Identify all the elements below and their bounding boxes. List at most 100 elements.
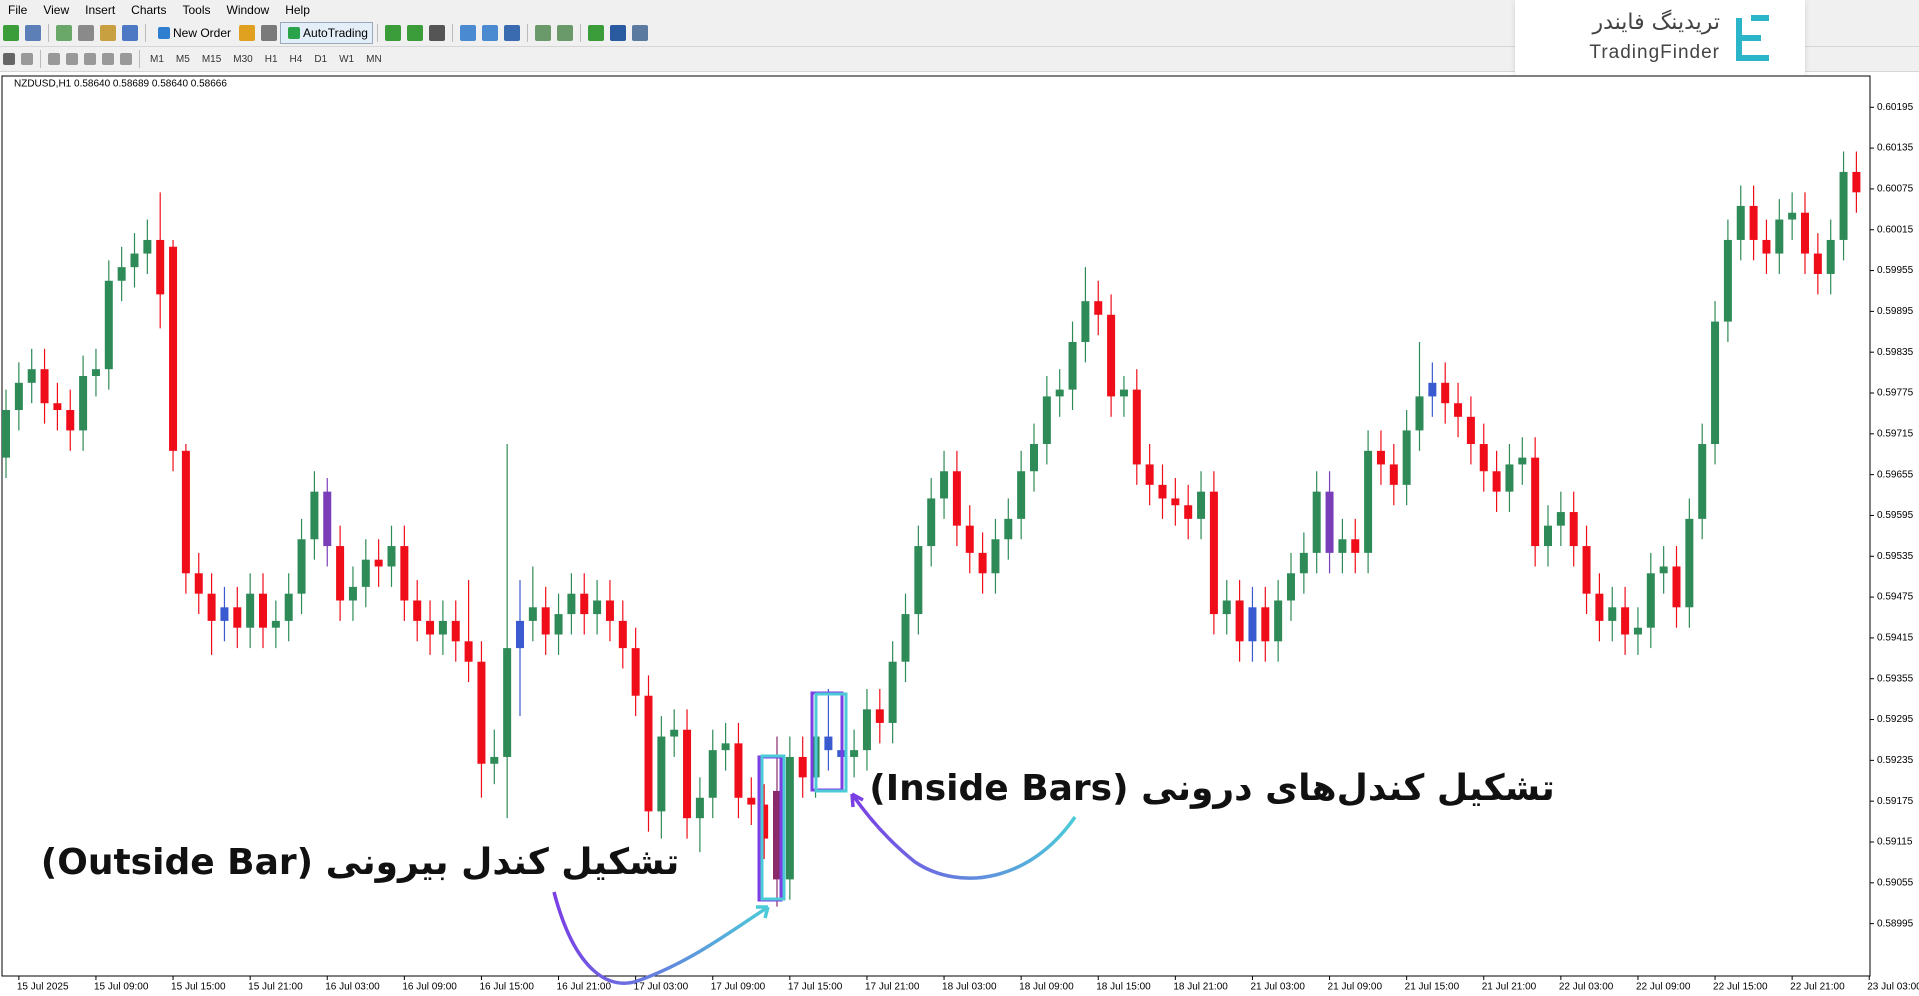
icon[interactable] bbox=[587, 24, 604, 41]
candle-body bbox=[1775, 219, 1784, 254]
icon[interactable] bbox=[534, 24, 551, 41]
candle-body bbox=[438, 620, 447, 635]
icon[interactable] bbox=[66, 53, 78, 65]
timeframe-button[interactable]: H1 bbox=[264, 53, 278, 65]
candle-body bbox=[233, 607, 242, 628]
menu-item[interactable]: Help bbox=[285, 2, 310, 17]
icon[interactable] bbox=[3, 53, 15, 65]
symbol-info: NZDUSD,H1 0.58640 0.58689 0.58640 0.5866… bbox=[14, 79, 227, 90]
menu-item[interactable]: Insert bbox=[85, 2, 116, 17]
candle-body bbox=[1248, 607, 1257, 642]
candle-body bbox=[965, 525, 974, 553]
icon[interactable] bbox=[503, 24, 520, 41]
candle-body bbox=[1441, 382, 1450, 404]
icon[interactable] bbox=[21, 53, 33, 65]
icon[interactable] bbox=[25, 24, 41, 41]
icon[interactable] bbox=[631, 24, 648, 41]
candle-body bbox=[310, 491, 319, 540]
icon[interactable] bbox=[78, 24, 94, 41]
timeframe-button[interactable]: MN bbox=[366, 53, 382, 65]
arrow-head bbox=[850, 792, 864, 808]
icon[interactable] bbox=[100, 24, 116, 41]
candle-body bbox=[1505, 464, 1514, 492]
icon[interactable] bbox=[481, 24, 498, 41]
icon[interactable] bbox=[239, 24, 256, 41]
icon[interactable] bbox=[48, 53, 60, 65]
candle-body bbox=[374, 559, 383, 567]
icon[interactable] bbox=[102, 53, 114, 65]
timeframe-button[interactable]: H4 bbox=[289, 53, 303, 65]
icon[interactable] bbox=[556, 24, 573, 41]
timeframe-button[interactable]: M1 bbox=[150, 53, 164, 65]
timeframe-button[interactable]: W1 bbox=[339, 53, 355, 65]
icon[interactable] bbox=[406, 24, 423, 41]
y-tick-label: 0.60135 bbox=[1877, 143, 1914, 154]
menu-item[interactable]: File bbox=[8, 2, 28, 17]
candle-body bbox=[773, 790, 781, 880]
y-tick-label: 0.59115 bbox=[1877, 837, 1913, 848]
candle-body bbox=[516, 620, 524, 649]
timeframe-button[interactable]: M30 bbox=[233, 53, 253, 65]
icon[interactable] bbox=[428, 24, 445, 41]
candle-body bbox=[259, 593, 267, 628]
separator bbox=[451, 23, 453, 42]
menu-item[interactable]: Charts bbox=[131, 2, 167, 17]
candle-body bbox=[14, 382, 23, 411]
candle-body bbox=[1454, 403, 1463, 417]
candle-body bbox=[1338, 539, 1347, 553]
candle-body bbox=[1788, 212, 1797, 220]
candle-body bbox=[1274, 600, 1283, 642]
candle-body bbox=[1801, 212, 1809, 254]
candle-body bbox=[1235, 600, 1244, 642]
x-tick-label: 22 Jul 15:00 bbox=[1713, 982, 1768, 993]
candle-body bbox=[220, 607, 229, 621]
icon[interactable] bbox=[122, 24, 138, 41]
icon[interactable] bbox=[84, 53, 96, 65]
menu-item[interactable]: View bbox=[43, 2, 70, 17]
icon[interactable] bbox=[609, 24, 626, 41]
candle-body bbox=[1569, 512, 1578, 547]
menu-item[interactable]: Window bbox=[226, 2, 270, 17]
y-tick-label: 0.59595 bbox=[1877, 510, 1914, 521]
y-tick-label: 0.59295 bbox=[1877, 714, 1914, 725]
icon[interactable] bbox=[120, 53, 132, 65]
x-tick-label: 21 Jul 03:00 bbox=[1250, 982, 1305, 993]
timeframe-button[interactable]: M5 bbox=[175, 53, 190, 65]
candle-body bbox=[323, 491, 332, 547]
candle-body bbox=[1608, 607, 1617, 621]
logo: تریدینگ فایندر TradingFinder bbox=[1515, 0, 1805, 80]
candle-body bbox=[1017, 471, 1026, 519]
menu-item[interactable]: Tools bbox=[182, 2, 211, 17]
icon[interactable] bbox=[384, 24, 401, 41]
separator bbox=[40, 50, 41, 68]
candle-body bbox=[156, 239, 165, 295]
candle-body bbox=[1030, 444, 1038, 472]
icon[interactable] bbox=[3, 24, 19, 41]
x-tick-label: 17 Jul 21:00 bbox=[865, 982, 920, 993]
y-tick-label: 0.59055 bbox=[1877, 877, 1914, 888]
timeframe-button[interactable]: D1 bbox=[314, 53, 328, 65]
y-tick-label: 0.59655 bbox=[1877, 469, 1914, 480]
candle-body bbox=[1287, 573, 1295, 601]
x-tick-label: 15 Jul 21:00 bbox=[248, 982, 303, 993]
candle-body bbox=[785, 756, 794, 880]
candle-body bbox=[181, 450, 190, 574]
candle-body bbox=[451, 620, 460, 642]
candle-body bbox=[1299, 552, 1308, 574]
menu-bar: File View Insert Charts Tools Window Help bbox=[0, 0, 1919, 19]
icon[interactable] bbox=[56, 24, 72, 41]
y-tick-label: 0.59355 bbox=[1877, 673, 1914, 684]
candle-body bbox=[1595, 593, 1604, 621]
new-order-button[interactable]: New Order bbox=[150, 22, 236, 44]
timeframe-button[interactable]: M15 bbox=[201, 53, 222, 65]
candle-body bbox=[1132, 389, 1141, 465]
icon[interactable] bbox=[261, 24, 278, 41]
x-tick-label: 22 Jul 03:00 bbox=[1559, 982, 1614, 993]
candle-body bbox=[426, 620, 435, 635]
autotrading-button[interactable]: AutoTrading bbox=[280, 21, 373, 44]
candle-body bbox=[1659, 566, 1668, 574]
icon[interactable] bbox=[459, 24, 476, 41]
y-tick-label: 0.59415 bbox=[1877, 633, 1914, 644]
x-tick-label: 18 Jul 03:00 bbox=[942, 982, 997, 993]
y-tick-label: 0.59535 bbox=[1877, 551, 1914, 562]
